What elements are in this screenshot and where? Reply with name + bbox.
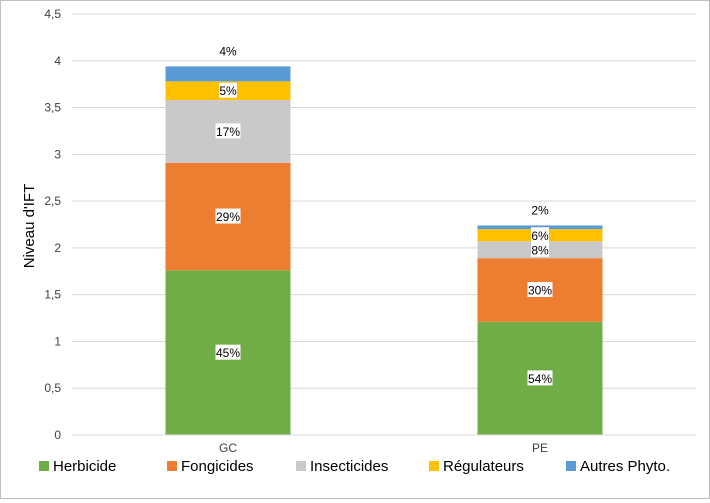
x-category-label: GC xyxy=(219,441,237,455)
data-label-background xyxy=(527,281,553,297)
y-tick-label: 0 xyxy=(54,428,61,442)
x-category-label: PE xyxy=(532,441,548,455)
data-label: 4% xyxy=(219,44,237,58)
legend-swatch xyxy=(429,461,439,471)
data-label: 54% xyxy=(528,372,552,386)
y-tick-label: 1 xyxy=(54,334,61,348)
y-tick-label: 3,5 xyxy=(44,101,61,115)
legend-label: Fongicides xyxy=(181,458,254,475)
data-label-background xyxy=(219,82,237,98)
data-label-background xyxy=(215,344,241,360)
bar-segment xyxy=(165,66,291,82)
legend-label: Insecticides xyxy=(310,458,388,475)
y-tick-label: 2,5 xyxy=(44,194,61,208)
legend-swatch xyxy=(167,461,177,471)
legend: Herbicide Fongicides Insecticides Régulateu… xyxy=(39,458,670,475)
y-tick-label: 1,5 xyxy=(44,288,61,302)
y-tick-label: 0,5 xyxy=(44,381,61,395)
data-label: 2% xyxy=(531,203,549,217)
data-label: 17% xyxy=(216,125,240,139)
y-tick-label: 3 xyxy=(54,147,61,161)
y-axis-label: Niveau d'IFT xyxy=(21,184,38,269)
data-labels: 45% 29% 17% 5% 4% 54% 30% 8%6% 2% xyxy=(215,44,553,386)
y-tick-label: 4 xyxy=(54,54,61,68)
data-label-background xyxy=(215,208,241,224)
data-label-background xyxy=(531,227,549,243)
y-tick-label: 2 xyxy=(54,241,61,255)
legend-label: Herbicide xyxy=(53,458,116,475)
data-label-background xyxy=(527,370,553,386)
legend-label: Autres Phyto. xyxy=(580,458,670,475)
data-label: 29% xyxy=(216,210,240,224)
x-axis-categories: GC PE xyxy=(219,441,548,455)
data-label-background xyxy=(215,123,241,139)
legend-swatch xyxy=(296,461,306,471)
data-label: 6% xyxy=(531,229,549,243)
data-label-background xyxy=(531,241,549,257)
y-axis-ticks: 0 0,5 1 1,5 2 2,5 3 3,5 4 4,5 xyxy=(44,7,61,442)
data-label: 5% xyxy=(219,84,237,98)
legend-label: Régulateurs xyxy=(443,458,524,475)
legend-swatch xyxy=(39,461,49,471)
legend-swatch xyxy=(566,461,576,471)
y-tick-label: 4,5 xyxy=(44,7,61,21)
data-label: 45% xyxy=(216,346,240,360)
data-label: 30% xyxy=(528,283,552,297)
data-label: 8% xyxy=(531,243,549,257)
